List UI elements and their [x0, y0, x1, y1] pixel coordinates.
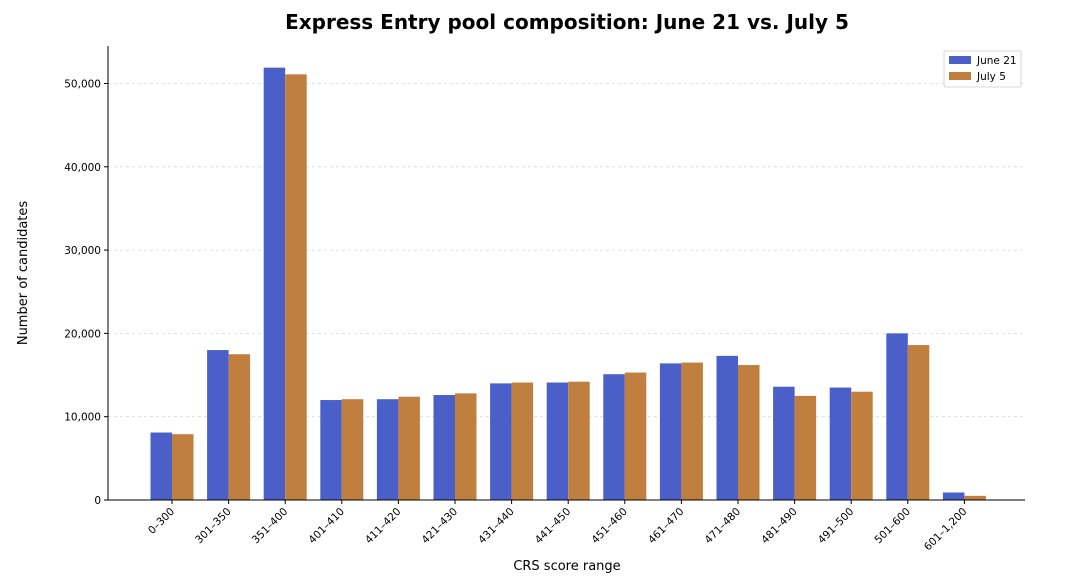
bar-july-5 — [624, 372, 647, 500]
x-tick-label: 351–400 — [250, 506, 291, 547]
bar-july-5 — [907, 345, 930, 500]
bar-june-21 — [207, 350, 229, 500]
legend-label: June 21 — [976, 55, 1017, 67]
bar-june-21 — [829, 387, 852, 500]
y-ticks: 0 10,000 20,000 30,000 40,000 50,000 — [64, 78, 108, 507]
bar-june-21 — [433, 395, 455, 500]
bar-june-21 — [659, 363, 682, 500]
x-axis-label: CRS score range — [513, 559, 620, 574]
bar-july-5 — [794, 395, 817, 500]
x-tick-label: 401–410 — [306, 506, 347, 547]
bars — [150, 67, 986, 500]
x-tick-label: 0–300 — [146, 506, 177, 537]
bar-july-5 — [341, 399, 364, 500]
bar-july-5 — [228, 354, 251, 500]
y-tick-label: 10,000 — [64, 412, 101, 424]
x-tick-label: 411–420 — [363, 506, 404, 547]
bar-july-5 — [398, 396, 420, 500]
x-tick-label: 441–450 — [533, 506, 574, 547]
x-tick-label: 481–490 — [759, 506, 800, 547]
bar-july-5 — [681, 362, 703, 500]
bar-june-21 — [490, 383, 512, 500]
bar-june-21 — [376, 399, 399, 500]
bar-july-5 — [738, 365, 760, 500]
y-axis-label: Number of candidates — [16, 201, 31, 346]
x-tick-label: 501–600 — [872, 506, 913, 547]
x-ticks: 0–300 301–350 351–400 401–410 411–420 421–430… — [146, 500, 970, 553]
x-tick-label: 421–430 — [420, 506, 461, 547]
bar-july-5 — [964, 495, 986, 500]
y-tick-label: 20,000 — [64, 328, 101, 340]
x-tick-label: 301–350 — [193, 506, 234, 547]
bar-june-21 — [263, 67, 286, 500]
x-tick-label: 491–500 — [816, 506, 857, 547]
bar-july-5 — [568, 381, 590, 500]
legend-swatch — [949, 72, 971, 80]
y-tick-label: 0 — [94, 495, 101, 507]
bar-june-21 — [773, 386, 795, 500]
x-tick-label: 601–1,200 — [922, 506, 970, 554]
bar-june-21 — [886, 333, 908, 500]
x-tick-label: 431–440 — [476, 506, 517, 547]
x-tick-label: 451–460 — [589, 506, 630, 547]
chart-title: Express Entry pool composition: June 21 … — [285, 10, 849, 34]
bar-june-21 — [150, 432, 172, 500]
bar-june-21 — [716, 355, 738, 500]
y-tick-label: 50,000 — [64, 78, 101, 90]
bar-july-5 — [511, 382, 534, 500]
y-tick-label: 40,000 — [64, 162, 101, 174]
bar-july-5 — [285, 74, 307, 500]
y-tick-label: 30,000 — [64, 245, 101, 257]
bar-july-5 — [455, 393, 477, 500]
bar-july-5 — [851, 391, 873, 500]
bar-june-21 — [546, 382, 569, 500]
x-tick-label: 471–480 — [703, 506, 744, 547]
legend: June 21 July 5 — [943, 50, 1022, 88]
x-tick-label: 461–470 — [646, 506, 687, 547]
bar-june-21 — [603, 374, 625, 500]
bar-june-21 — [942, 492, 965, 500]
bar-july-5 — [172, 434, 194, 500]
legend-swatch — [949, 56, 971, 64]
bar-june-21 — [320, 400, 342, 500]
legend-label: July 5 — [976, 71, 1006, 83]
